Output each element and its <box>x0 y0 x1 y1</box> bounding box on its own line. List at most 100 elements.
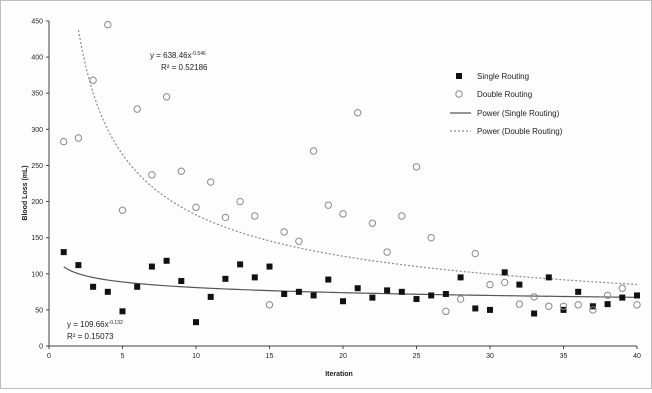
y-tick-label: 150 <box>31 235 43 242</box>
point-single-routing <box>237 261 244 268</box>
x-tick-label: 10 <box>192 353 200 360</box>
point-double-routing <box>456 295 465 303</box>
point-single-routing <box>428 292 435 299</box>
point-single-routing <box>619 294 626 301</box>
single-routing-equation: y = 109.66x-0.132 R² = 0.15073 <box>67 320 123 341</box>
point-single-routing <box>178 278 185 284</box>
point-single-routing <box>413 296 420 303</box>
y-tick-label: 0 <box>39 344 43 351</box>
point-single-routing <box>90 283 97 290</box>
y-tick-label: 300 <box>31 127 43 134</box>
point-double-routing <box>471 249 479 258</box>
point-double-routing <box>486 280 494 289</box>
point-double-routing <box>559 302 568 310</box>
x-tick-label: 35 <box>560 353 568 360</box>
x-tick-label: 15 <box>266 353 274 360</box>
point-double-routing <box>221 213 230 222</box>
legend: Single Routing Double Routing Power (Sin… <box>450 72 563 136</box>
double-routing-equation: y = 638.46x-0.546 R² = 0.52186 <box>150 51 208 72</box>
point-double-routing <box>236 197 244 206</box>
point-single-routing <box>193 319 199 326</box>
point-double-routing <box>545 302 553 310</box>
point-double-routing <box>265 301 274 309</box>
point-double-routing <box>251 212 259 220</box>
point-double-routing <box>148 171 156 179</box>
point-single-routing <box>325 276 332 283</box>
x-tick-label: 5 <box>121 353 125 360</box>
point-double-routing <box>324 201 332 209</box>
point-double-routing <box>589 306 597 314</box>
legend-label-double: Double Routing <box>477 90 532 99</box>
point-double-routing <box>427 233 435 242</box>
trendline-single-routing <box>63 266 638 298</box>
point-double-routing <box>339 210 347 218</box>
point-single-routing <box>148 263 155 270</box>
point-single-routing <box>545 274 552 281</box>
y-tick-label: 350 <box>31 91 43 98</box>
y-tick-label: 200 <box>31 199 43 206</box>
double-equation-text: y = 638.46x <box>150 51 192 60</box>
point-double-routing <box>603 291 612 300</box>
point-single-routing <box>501 269 508 276</box>
point-single-routing <box>310 292 317 299</box>
legend-label-single: Single Routing <box>477 72 529 81</box>
y-tick-label: 50 <box>35 307 43 314</box>
point-double-routing <box>89 76 97 84</box>
point-double-routing <box>618 284 626 292</box>
point-single-routing <box>251 274 258 281</box>
svg-text:y = 638.46x-0.546: y = 638.46x-0.546 <box>150 51 206 60</box>
point-double-routing <box>398 212 406 220</box>
point-double-routing <box>118 206 127 214</box>
point-single-routing <box>575 288 582 295</box>
legend-label-double-trend: Power (Double Routing) <box>477 127 563 136</box>
point-double-routing <box>309 147 318 155</box>
point-double-routing <box>368 219 377 227</box>
point-single-routing <box>472 305 479 312</box>
point-single-routing <box>487 306 493 313</box>
point-double-routing <box>383 248 391 256</box>
x-tick-label: 0 <box>47 353 51 360</box>
point-double-routing <box>60 137 68 146</box>
point-double-routing <box>133 105 141 113</box>
point-single-routing <box>222 275 229 282</box>
point-double-routing <box>177 167 186 175</box>
point-double-routing <box>74 134 83 142</box>
point-single-routing <box>163 257 170 264</box>
point-double-routing <box>280 228 288 236</box>
point-single-routing <box>340 298 346 305</box>
point-single-routing <box>295 288 302 295</box>
point-double-routing <box>192 203 200 212</box>
point-double-routing <box>104 20 112 29</box>
point-single-routing <box>207 293 214 300</box>
y-tick-label: 400 <box>31 55 43 62</box>
point-single-routing <box>281 291 288 297</box>
point-single-routing <box>104 288 111 295</box>
point-double-routing <box>412 163 421 171</box>
y-axis-label: Blood Loss (mL) <box>22 165 29 220</box>
point-double-routing <box>501 278 509 287</box>
double-r2-text: R² = 0.52186 <box>161 63 208 72</box>
legend-marker-single <box>456 73 462 79</box>
y-axis-ticks: 0 50 100 150 200 250 300 350 400 450 <box>31 19 49 351</box>
point-single-routing <box>266 263 273 270</box>
single-equation-text: y = 109.66x <box>67 320 109 329</box>
point-single-routing <box>457 274 464 281</box>
point-single-routing <box>516 281 523 288</box>
point-double-routing <box>515 300 524 308</box>
y-tick-label: 100 <box>31 271 43 278</box>
point-single-routing <box>119 308 126 315</box>
trendlines <box>63 30 638 298</box>
x-tick-label: 25 <box>413 353 421 360</box>
point-single-routing <box>531 310 538 317</box>
point-double-routing <box>530 293 538 301</box>
point-single-routing <box>369 294 376 301</box>
point-double-routing <box>162 93 171 101</box>
single-r2-text: R² = 0.15073 <box>67 332 114 341</box>
point-single-routing <box>75 262 82 269</box>
point-double-routing <box>633 301 641 309</box>
x-tick-label: 30 <box>486 353 494 360</box>
double-equation-exponent: -0.546 <box>192 51 206 57</box>
